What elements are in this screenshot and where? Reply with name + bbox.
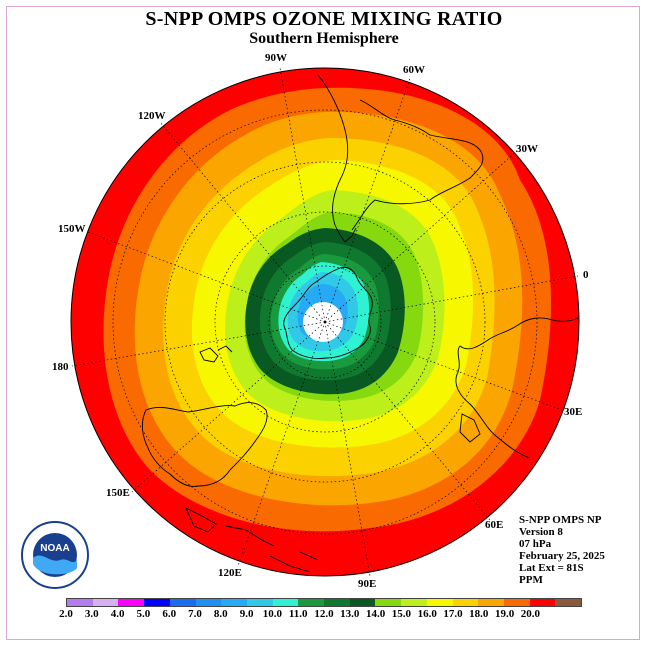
- info-date: February 25, 2025: [519, 550, 605, 562]
- color-scale-tick-label: 6.0: [162, 608, 177, 620]
- lon-label-90e: 90E: [358, 578, 376, 590]
- svg-text:NOAA: NOAA: [40, 543, 69, 554]
- info-lat-ext: Lat Ext = 81S: [519, 562, 584, 574]
- color-scale-segment: [324, 599, 350, 606]
- color-scale-tick-label: 16.0: [417, 608, 437, 620]
- color-scale-segment: [478, 599, 504, 606]
- color-scale-tick-label: 4.0: [110, 608, 125, 620]
- lon-label-30w: 30W: [516, 143, 538, 155]
- latitude-circle-75s: [268, 265, 382, 379]
- coastline-new-zealand: [199, 345, 233, 363]
- latitude-circle-30s: [112, 109, 538, 535]
- color-scale-segment: [503, 599, 530, 606]
- color-scale-segment: [144, 599, 170, 606]
- lon-label-150e: 150E: [106, 487, 130, 499]
- color-scale-tick-label: 11.0: [288, 608, 308, 620]
- info-version: Version 8: [519, 526, 563, 538]
- lon-label-120w: 120W: [138, 110, 166, 122]
- lon-label-120e: 120E: [218, 567, 242, 579]
- color-scale-tick-label: 13.0: [340, 608, 360, 620]
- coastline-south-america: [317, 74, 484, 243]
- color-scale-tick-label: 5.0: [136, 608, 151, 620]
- color-scale-segment: [401, 599, 427, 606]
- meridian-150e: [131, 321, 326, 493]
- coastline-africa: [455, 317, 579, 459]
- coastline-madagascar: [459, 413, 481, 443]
- contour-layer: [71, 68, 579, 576]
- lon-label-60e: 60E: [485, 519, 503, 531]
- color-scale-tick-label: 3.0: [84, 608, 99, 620]
- figure-frame: [6, 6, 640, 640]
- color-scale-tick-label: 17.0: [443, 608, 463, 620]
- color-scale-segment: [555, 599, 582, 606]
- color-scale-tick-label: 14.0: [365, 608, 386, 620]
- lon-label-0: 0: [583, 269, 589, 281]
- meridian-60e: [324, 321, 491, 521]
- noaa-logo: NOAA: [21, 521, 89, 589]
- map-subtitle: Southern Hemisphere: [249, 30, 399, 47]
- meridian-180: [71, 321, 326, 367]
- meridian-90w: [279, 67, 326, 323]
- info-panel: S-NPP OMPS NP Version 8 07 hPa February …: [519, 514, 605, 586]
- coastline-antarctica: [283, 266, 373, 359]
- graticule: [71, 67, 579, 577]
- color-scale-segment: [118, 599, 145, 606]
- color-scale-tick-label: 15.0: [391, 608, 412, 620]
- color-scale-tick-label: 7.0: [188, 608, 202, 620]
- color-scale-segment: [375, 599, 402, 606]
- color-scale-segment: [529, 599, 556, 606]
- map-title: S-NPP OMPS OZONE MIXING RATIO: [145, 8, 503, 30]
- latitude-circle-45s: [164, 161, 486, 483]
- coastline-indonesia: [225, 525, 319, 573]
- color-scale-tick-label: 20.0: [520, 608, 541, 620]
- coastline-australia: [141, 402, 268, 487]
- color-scale-segment: [272, 599, 299, 606]
- meridian-30w: [324, 149, 519, 323]
- color-scale-segment: [92, 599, 119, 606]
- latitude-circle-60s: [214, 211, 436, 433]
- info-units: PPM: [519, 574, 543, 586]
- meridian-60w: [324, 77, 411, 323]
- color-scale-tick-label: 12.0: [314, 608, 334, 620]
- color-scale-tick-label: 8.0: [213, 608, 228, 620]
- color-scale-segment: [169, 599, 196, 606]
- color-scale-segment: [452, 599, 479, 606]
- lon-label-150w: 150W: [58, 223, 86, 235]
- color-scale-bar: [66, 598, 582, 607]
- color-scale-tick-label: 19.0: [494, 608, 515, 620]
- color-scale-segment: [221, 599, 247, 606]
- color-scale-segment: [195, 599, 222, 606]
- map-boundary: [70, 67, 580, 577]
- color-scale-ticks: 2.0 3.0 4.0 5.0 6.0 7.0 8.0 9.0 10.0 11.0 12.0 13.0…: [0, 608, 648, 622]
- color-scale-tick-label: 2.0: [59, 608, 73, 620]
- color-scale-segment: [67, 599, 93, 606]
- color-scale-tick-label: 9.0: [239, 608, 254, 620]
- color-scale-tick-label: 10.0: [262, 608, 283, 620]
- meridian-0: [324, 275, 579, 323]
- meridian-90e: [324, 321, 371, 577]
- color-scale-segment: [298, 599, 325, 606]
- info-source: S-NPP OMPS NP: [519, 514, 602, 526]
- color-scale-segment: [349, 599, 376, 606]
- info-level: 07 hPa: [519, 538, 552, 550]
- lon-label-30e: 30E: [564, 406, 582, 418]
- coastline-new-guinea: [185, 507, 217, 533]
- color-scale-segment: [246, 599, 273, 606]
- lon-label-180: 180: [52, 361, 69, 373]
- color-scale-segment: [426, 599, 453, 606]
- lon-label-60w: 60W: [403, 64, 425, 76]
- color-scale-tick-label: 18.0: [469, 608, 489, 620]
- coastlines: [141, 74, 579, 573]
- lon-label-90w: 90W: [265, 52, 287, 64]
- meridian-120w: [159, 121, 326, 323]
